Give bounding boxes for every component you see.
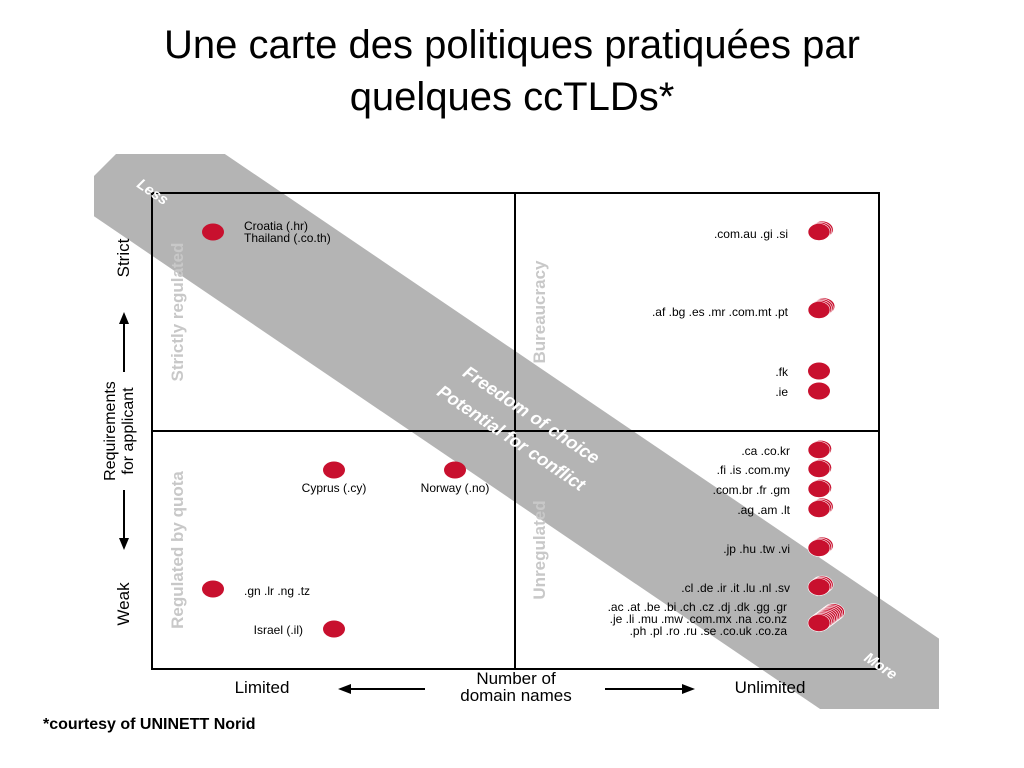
- footnote: *courtesy of UNINETT Norid: [43, 716, 256, 733]
- cctld-group: .ca .co.kr: [741, 439, 832, 459]
- cctld-label: .ca .co.kr: [741, 444, 790, 458]
- cctld-dot: [807, 441, 831, 459]
- cctld-dot: [808, 362, 830, 380]
- slide-title-line-1: Une carte des politiques pratiquées par: [164, 23, 860, 67]
- cctld-label: .je .li .mu .mw .com.mx .na .co.nz: [610, 612, 787, 626]
- cctld-group: .com.au .gi .si: [714, 220, 834, 241]
- quadrant-label-bottom-left: Regulated by quota: [168, 471, 187, 629]
- cctld-dot: [807, 539, 831, 557]
- arrow-up-icon: [119, 312, 129, 324]
- cctld-dot: [808, 382, 830, 400]
- x-axis-title-line-1: Number of: [476, 669, 556, 688]
- cctld-label: .cl .de .ir .it .lu .nl .sv: [681, 581, 790, 595]
- arrow-left-icon: [338, 684, 351, 694]
- cctld-group: Croatia (.hr)Thailand (.co.th): [202, 219, 331, 245]
- cctld-group: .gn .lr .ng .tz: [202, 580, 310, 598]
- quadrant-label-top-left: Strictly regulated: [168, 243, 187, 382]
- cctld-dot: [807, 223, 831, 241]
- x-axis: Limited Unlimited Number of domain names: [235, 669, 806, 705]
- x-axis-title-line-2: domain names: [460, 686, 572, 705]
- cctld-label: .ph .pl .ro .ru .se .co.uk .co.za: [630, 624, 788, 638]
- cctld-groups: Croatia (.hr)Thailand (.co.th) .com.au .g…: [202, 219, 845, 638]
- cctld-dot: [323, 620, 345, 638]
- cctld-dot: [807, 480, 831, 498]
- cctld-group: .af .bg .es .mr .com.mt .pt: [652, 297, 836, 319]
- y-axis-bottom-label: Weak: [114, 582, 133, 626]
- cctld-dot: [202, 580, 224, 598]
- cctld-dot: [807, 460, 831, 478]
- cctld-label: .gn .lr .ng .tz: [244, 584, 310, 598]
- quadrant-label-top-right: Bureaucracy: [530, 260, 549, 364]
- cctld-label: Israel (.il): [254, 623, 303, 637]
- cctld-group: .fi .is .com.my: [717, 458, 832, 478]
- quadrant-frame: [151, 192, 880, 670]
- y-axis-title-line-2: for applicant: [120, 387, 137, 475]
- cctld-group: .com.br .fr .gm: [713, 478, 832, 498]
- x-axis-left-label: Limited: [235, 678, 290, 697]
- cctld-label: Norway (.no): [421, 481, 490, 495]
- cctld-group: .ac .at .be .bi .ch .cz .dj .dk .gg .gr.…: [608, 600, 845, 638]
- x-axis-right-label: Unlimited: [735, 678, 806, 697]
- cctld-group: .ie: [775, 382, 830, 400]
- cctld-label: .com.br .fr .gm: [713, 483, 790, 497]
- arrow-down-icon: [119, 538, 129, 550]
- y-axis-title-line-1: Requirements: [102, 381, 119, 481]
- cctld-label: .fk: [775, 365, 789, 379]
- y-axis: Strict Weak Requirements for applicant: [102, 238, 137, 625]
- cctld-dot: [807, 614, 831, 632]
- cctld-dot: [202, 223, 224, 241]
- cctld-label: .com.au .gi .si: [714, 227, 788, 241]
- cctld-dot: [807, 301, 831, 319]
- cctld-label: .ie: [775, 385, 788, 399]
- cctld-label: .af .bg .es .mr .com.mt .pt: [652, 305, 789, 319]
- cctld-group: Cyprus (.cy): [302, 461, 367, 495]
- cctld-label: .ac .at .be .bi .ch .cz .dj .dk .gg .gr: [608, 600, 787, 614]
- cctld-label: Thailand (.co.th): [244, 231, 331, 245]
- cctld-dot: [323, 461, 345, 479]
- cctld-dot: [444, 461, 466, 479]
- cctld-label: .fi .is .com.my: [717, 463, 790, 477]
- cctld-group: .cl .de .ir .it .lu .nl .sv: [681, 575, 834, 596]
- quadrant-label-bottom-right: Unregulated: [530, 500, 549, 599]
- cctld-group: .ag .am .lt: [737, 497, 834, 518]
- cctld-group: .jp .hu .tw .vi: [723, 536, 834, 557]
- slide-title-line-2: quelques ccTLDs*: [349, 75, 675, 119]
- cctld-label: .ag .am .lt: [737, 503, 790, 517]
- cctld-group: Israel (.il): [254, 620, 345, 638]
- cctld-label: Cyprus (.cy): [302, 481, 367, 495]
- cctld-group: .fk: [775, 362, 830, 380]
- cctld-label: Croatia (.hr): [244, 219, 308, 233]
- y-axis-top-label: Strict: [114, 238, 133, 277]
- cctld-dot: [807, 578, 831, 596]
- arrow-right-icon: [682, 684, 695, 694]
- cctld-group: Norway (.no): [421, 461, 490, 495]
- cctld-dot: [807, 500, 831, 518]
- cctld-label: .jp .hu .tw .vi: [723, 542, 790, 556]
